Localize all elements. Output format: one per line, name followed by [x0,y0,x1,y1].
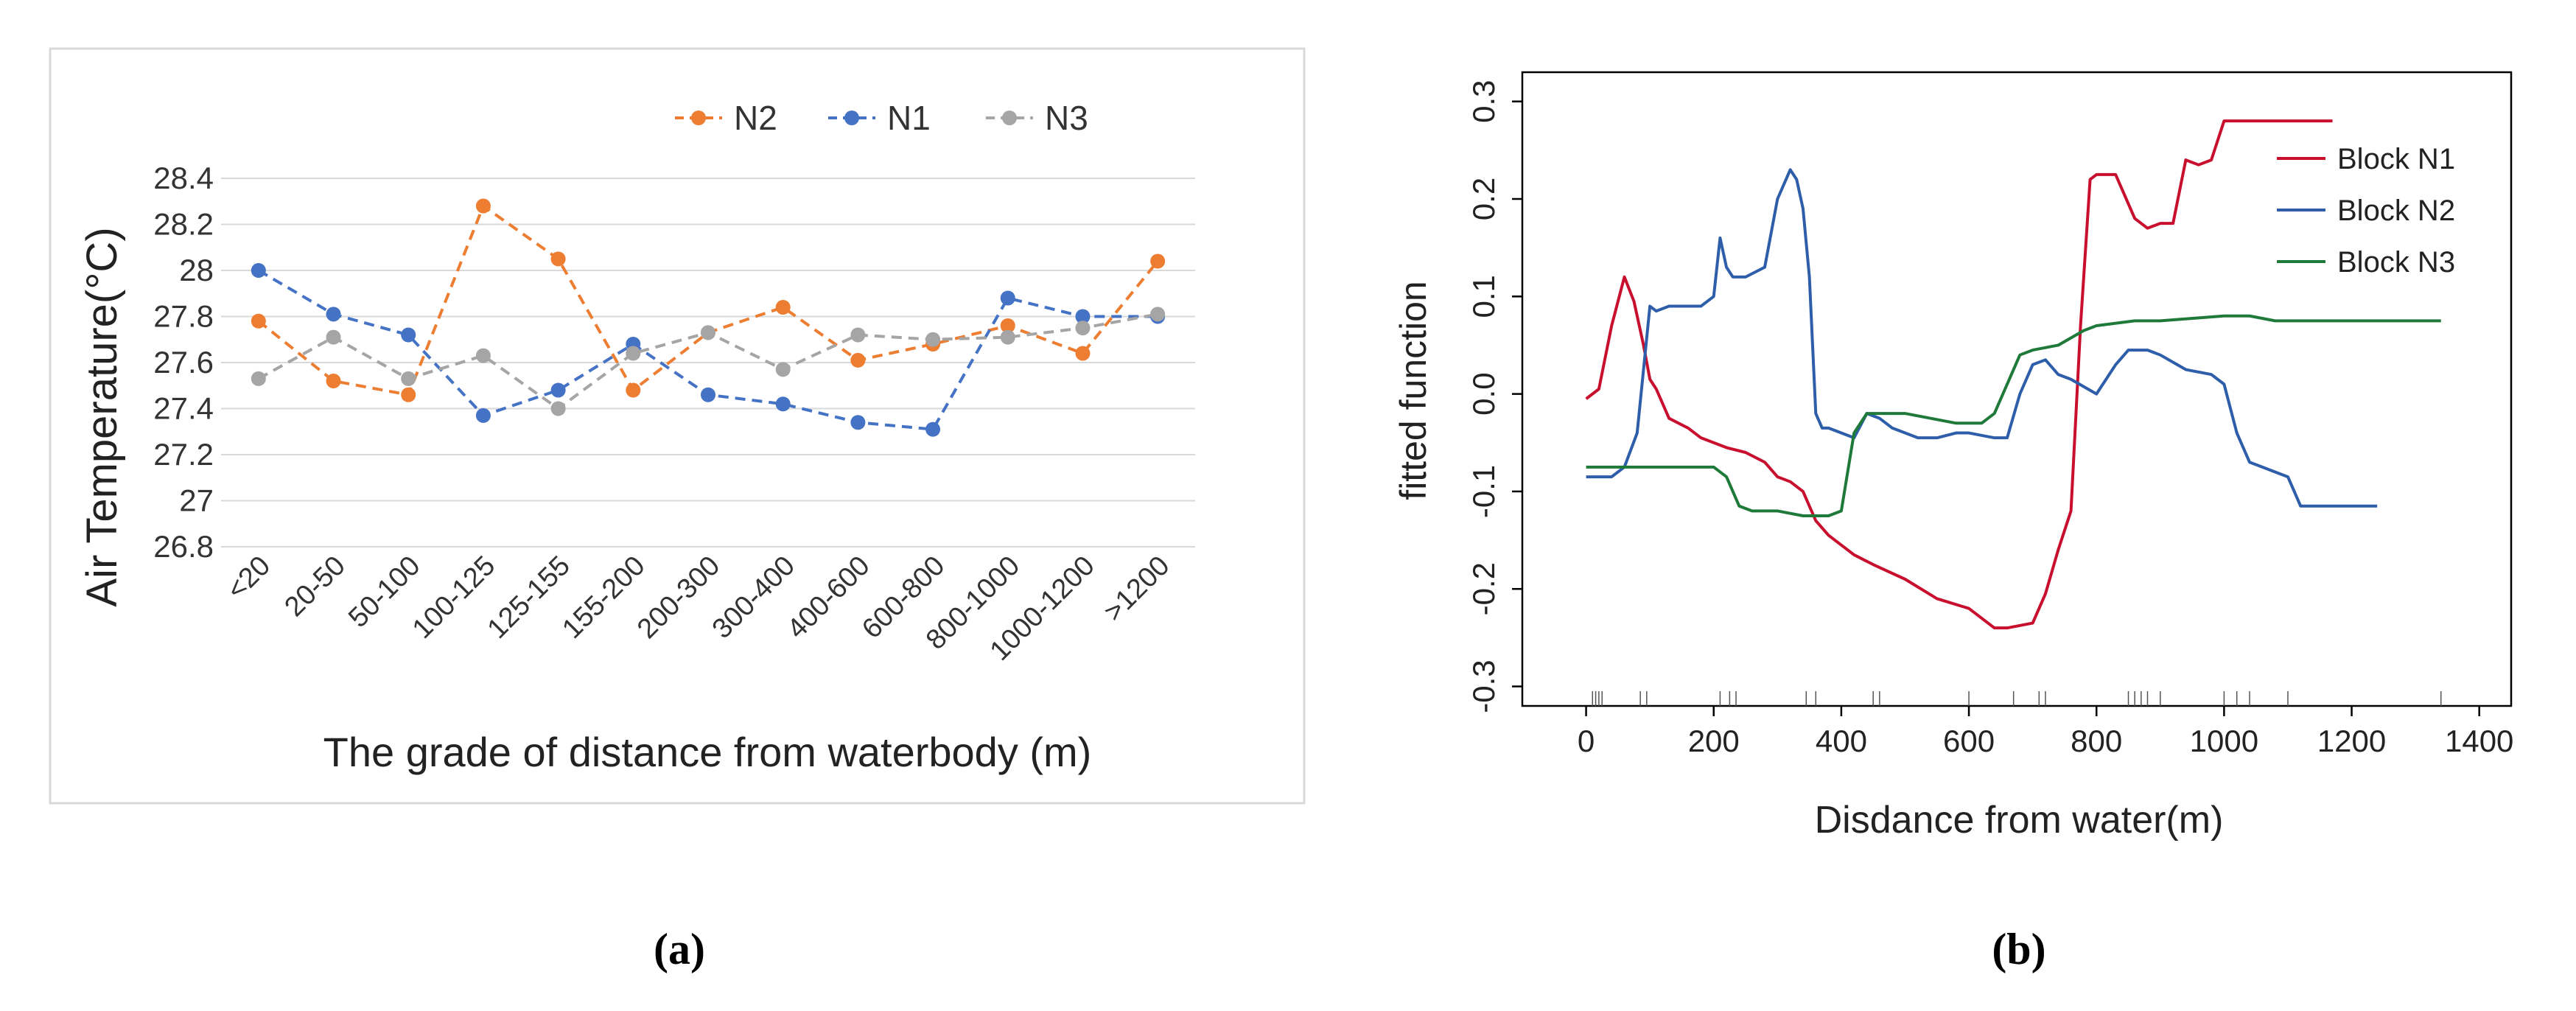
y-tick-label: 26.8 [153,529,214,564]
legend-label-n1: N1 [887,99,931,137]
data-point-n3 [326,329,341,345]
data-point-n1 [701,387,715,402]
panel-a-x-axis-label: The grade of distance from waterbody (m) [323,729,1092,775]
data-point-n2 [850,352,866,368]
y-tick-label: 28.2 [153,207,214,242]
data-point-n3 [550,401,566,416]
data-point-n3 [1075,321,1091,336]
data-point-n3 [626,346,641,361]
legend-label-block-n3: Block N3 [2337,246,2455,279]
x-tick-label: 1000 [2190,724,2258,758]
panel-b-rug-marks [1592,691,2442,706]
data-point-n1 [326,307,341,322]
y-tick-label: 28.4 [153,161,214,195]
panel-a-legend: N2 N1 N3 [675,99,1088,137]
panel-b-x-axis-label: Disdance from water(m) [1815,799,2224,842]
panel-a-y-tick-labels: 26.8 27 27.2 27.4 27.6 27.8 28 28.2 28.4 [153,161,214,564]
panel-b-series-group [1585,119,2441,630]
panel-b-y-ticks: -0.3 -0.2 -0.1 0.0 0.1 0.2 0.3 [1466,80,1522,713]
y-tick-label: 27.6 [153,345,214,379]
data-point-n1 [775,396,791,412]
y-tick-label: 27.8 [153,299,214,334]
series-line-block-n2 [1586,168,2378,508]
data-point-n2 [626,382,641,398]
data-point-n1 [850,415,866,430]
panel-b-legend: Block N1 Block N2 Block N3 [2277,143,2455,279]
data-point-n1 [475,407,491,423]
data-point-n1 [1075,309,1091,324]
y-tick-label: 0.3 [1466,80,1501,122]
y-tick-label: -0.2 [1466,562,1501,615]
data-point-n1 [401,327,416,343]
data-point-n1 [550,382,566,398]
data-point-n2 [1000,318,1015,333]
y-tick-label: 0.1 [1466,275,1501,318]
panel-a-label: (a) [654,925,705,973]
data-point-n3 [775,362,791,377]
data-point-n3 [401,371,416,386]
legend-label-block-n1: Block N1 [2337,143,2455,175]
x-tick-label: 400 [1816,724,1867,758]
panel-a-chart-frame [49,47,1306,805]
series-line-block-n3 [1586,314,2441,517]
panel-b-line-chart: -0.3 -0.2 -0.1 0.0 0.1 0.2 0.3 0 200 400 600 800 10… [1393,71,2513,842]
x-tick-label: 200 [1688,724,1740,758]
series-line-block-n1 [1585,119,2333,630]
panel-b-x-ticks: 0 200 400 600 800 1000 1200 1400 [1578,706,2513,758]
legend-marker-n3 [1002,111,1017,125]
panel-b-label: (b) [1992,925,2045,973]
panel-a-y-axis-label: Air Temperature(°C) [78,227,126,606]
data-point-n2 [251,313,266,329]
data-point-n2 [550,251,566,267]
data-point-n3 [701,325,715,340]
data-point-n1 [251,263,266,278]
y-tick-label: -0.3 [1466,660,1501,713]
y-tick-label: 28 [179,253,214,287]
panel-a-gridlines [221,178,1195,548]
data-point-n3 [1150,307,1166,322]
x-tick-label: 1200 [2317,724,2386,758]
data-point-n3 [475,348,491,363]
data-point-n3 [925,332,941,347]
y-tick-label: 0.2 [1466,178,1501,220]
data-point-n2 [326,374,341,388]
data-point-n3 [850,327,866,343]
data-point-n1 [925,421,941,437]
legend-marker-n1 [844,111,859,125]
y-tick-label: 0.0 [1466,372,1501,415]
y-tick-label: 27.2 [153,437,214,472]
legend-label-block-n2: Block N2 [2337,195,2455,227]
legend-label-n2: N2 [734,99,777,137]
panel-b-y-axis-label: fitted function [1393,281,1434,500]
data-point-n2 [1150,253,1166,269]
data-point-n2 [475,198,491,214]
x-tick-label: 600 [1943,724,1995,758]
y-tick-label: 27 [179,483,214,518]
y-tick-label: 27.4 [153,391,214,426]
x-tick-label: 800 [2071,724,2122,758]
data-point-n2 [401,387,416,402]
legend-marker-n2 [691,111,706,125]
x-tick-label: 0 [1578,724,1595,758]
panel-b-plot-frame [1521,71,2513,707]
y-tick-label: -0.1 [1466,465,1501,518]
x-tick-label: 1400 [2445,724,2513,758]
data-point-n2 [1075,346,1091,361]
data-point-n3 [251,371,266,386]
panel-a-series-group [251,198,1166,437]
data-point-n3 [1000,329,1015,345]
data-point-n2 [775,300,791,315]
data-point-n1 [1000,290,1015,306]
legend-label-n3: N3 [1045,99,1088,137]
